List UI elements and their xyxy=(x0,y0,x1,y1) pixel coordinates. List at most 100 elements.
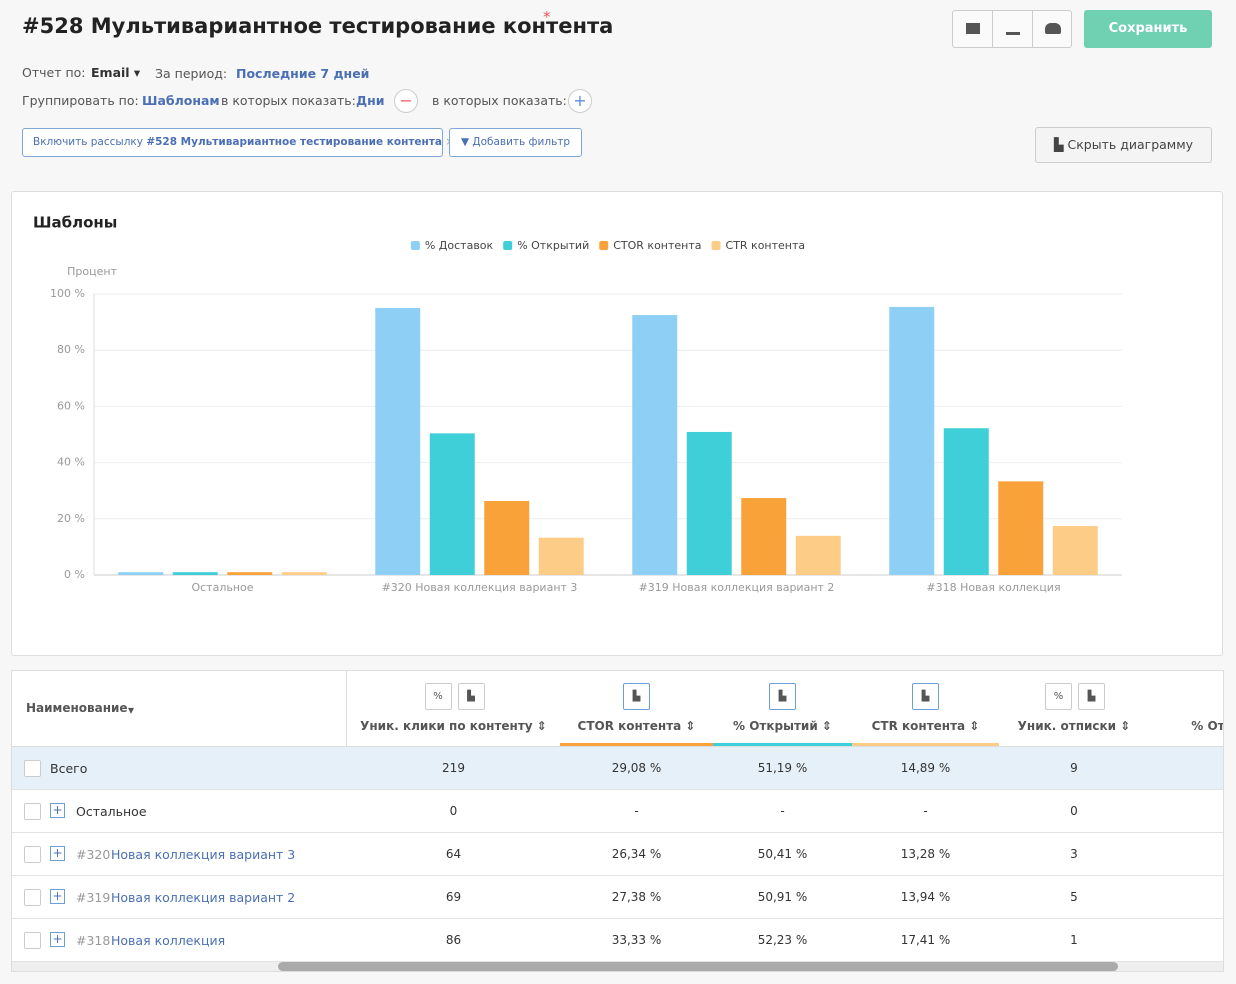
bar xyxy=(429,433,475,575)
bar xyxy=(943,428,989,575)
bar xyxy=(1052,526,1098,575)
chart-toggle[interactable]: ▙ xyxy=(457,683,485,710)
y-tick-label: 0 % xyxy=(64,568,85,581)
column-underline xyxy=(560,743,713,746)
chart-toggle[interactable]: % xyxy=(1045,683,1072,710)
column-header[interactable]: % Открытий ⇕ xyxy=(733,719,832,733)
bar xyxy=(172,572,218,575)
column-header[interactable]: % Отписо xyxy=(1191,719,1224,733)
chip-label: Включить рассылку xyxy=(33,136,143,148)
required-mark: * xyxy=(543,8,551,26)
add-filter[interactable]: ▼ Добавить фильтр xyxy=(449,128,582,157)
chart-toggle[interactable]: ▙ xyxy=(1078,683,1105,710)
cell: - xyxy=(634,804,639,818)
chart-title: Шаблоны xyxy=(33,214,117,232)
scrollbar-thumb[interactable] xyxy=(278,962,1118,971)
column-underline xyxy=(713,743,852,746)
cell: 50,91 % xyxy=(757,890,808,904)
cell: 5 xyxy=(1070,890,1078,904)
expand-button[interactable]: + xyxy=(50,846,65,861)
cell: 3 xyxy=(1070,847,1078,861)
column-header[interactable]: Уник. отписки ⇕ xyxy=(1017,719,1131,733)
column-header[interactable]: CTR контента ⇕ xyxy=(871,719,980,733)
x-tick-label: #320 Новая коллекция вариант 3 xyxy=(382,581,578,594)
table-row xyxy=(12,833,1223,876)
expand-button[interactable]: + xyxy=(50,803,65,818)
period-label: За период: xyxy=(155,66,228,81)
add-filter-label: Добавить фильтр xyxy=(472,136,571,148)
cell: - xyxy=(780,804,785,818)
sort-icon: ▾ xyxy=(128,703,135,717)
chart-toggle[interactable]: ▙ xyxy=(769,683,796,710)
expand-button[interactable]: + xyxy=(50,889,65,904)
bar xyxy=(227,572,273,575)
cell: 0 xyxy=(1070,804,1078,818)
hide-chart-button[interactable]: ▙ Скрыть диаграмму xyxy=(1035,127,1212,163)
column-header[interactable]: CTOR контента ⇕ xyxy=(577,719,696,733)
row-id: #319 xyxy=(76,890,111,905)
row-name[interactable]: Новая коллекция вариант 2 xyxy=(111,890,296,905)
row-name[interactable]: Новая коллекция вариант 3 xyxy=(111,847,296,862)
row-checkbox[interactable] xyxy=(24,846,41,863)
bar xyxy=(538,537,584,575)
bar xyxy=(795,535,841,575)
cell: 1 xyxy=(1070,933,1078,947)
period-value[interactable]: Последние 7 дней xyxy=(236,66,370,81)
group-label: Группировать по: xyxy=(22,93,139,108)
hide-chart-label: Скрыть диаграмму xyxy=(1067,137,1194,152)
chart-panel xyxy=(11,191,1223,656)
row-name: Остальное xyxy=(76,804,147,819)
group-value[interactable]: Шаблонам xyxy=(142,93,220,108)
y-axis-label: Процент xyxy=(67,265,117,278)
column-header: Наименование xyxy=(26,701,128,715)
bar xyxy=(686,431,732,575)
bar xyxy=(889,306,935,575)
legend-swatch xyxy=(410,241,420,250)
legend: % Доставок % Открытий CTOR контента CTR кон… xyxy=(410,239,805,252)
add-button[interactable]: + xyxy=(568,89,592,113)
cell: 17,41 % xyxy=(900,933,951,947)
filter-chip[interactable]: Включить рассылку #528 Мультивариантное … xyxy=(22,128,454,157)
header-row xyxy=(12,671,1223,747)
list-icon[interactable] xyxy=(966,23,980,34)
cell: 64 xyxy=(445,847,462,861)
table-row xyxy=(12,790,1223,833)
row-checkbox[interactable] xyxy=(24,932,41,949)
legend-label: % Открытий xyxy=(517,239,589,252)
legend-label: % Доставок xyxy=(425,239,494,252)
chart-toggle[interactable]: ▙ xyxy=(912,683,939,710)
cell: 86 xyxy=(445,933,462,947)
column-header[interactable]: Уник. клики по контенту ⇕ xyxy=(360,719,547,733)
users-icon[interactable] xyxy=(1045,23,1061,34)
bar xyxy=(741,498,787,575)
legend-label: CTOR контента xyxy=(613,239,701,252)
cell: 51,19 % xyxy=(757,761,808,775)
report-value: Email xyxy=(91,65,130,80)
cell: 33,33 % xyxy=(611,933,662,947)
report-select[interactable]: Email ▾ xyxy=(91,65,141,80)
chart-toggle[interactable]: % xyxy=(424,683,452,710)
save-button[interactable]: Сохранить xyxy=(1084,10,1212,48)
cell: 26,34 % xyxy=(611,847,662,861)
chip-value: #528 Мультивариантное тестирование конте… xyxy=(146,136,442,148)
show-value[interactable]: Дни xyxy=(356,93,385,108)
page-title: #528 Мультивариантное тестирование конте… xyxy=(22,14,614,38)
row-checkbox[interactable] xyxy=(24,889,41,906)
legend-swatch xyxy=(503,241,513,250)
remove-button[interactable]: − xyxy=(394,89,418,113)
row-checkbox[interactable] xyxy=(24,760,41,777)
download-icon[interactable] xyxy=(1006,23,1020,35)
cell: - xyxy=(923,804,928,818)
table: Наименование ▾ Уник. клики по контенту ⇕% ▙… xyxy=(11,670,1224,972)
cell: 13,28 % xyxy=(900,847,951,861)
cell: 69 xyxy=(445,890,462,904)
cell: 13,94 % xyxy=(900,890,951,904)
chart-toggle[interactable]: ▙ xyxy=(623,683,650,710)
expand-button[interactable]: + xyxy=(50,932,65,947)
bar xyxy=(632,315,678,575)
cell: 27,38 % xyxy=(611,890,662,904)
row-name: Всего xyxy=(50,761,88,776)
row-checkbox[interactable] xyxy=(24,803,41,820)
row-name[interactable]: Новая коллекция xyxy=(111,933,226,948)
